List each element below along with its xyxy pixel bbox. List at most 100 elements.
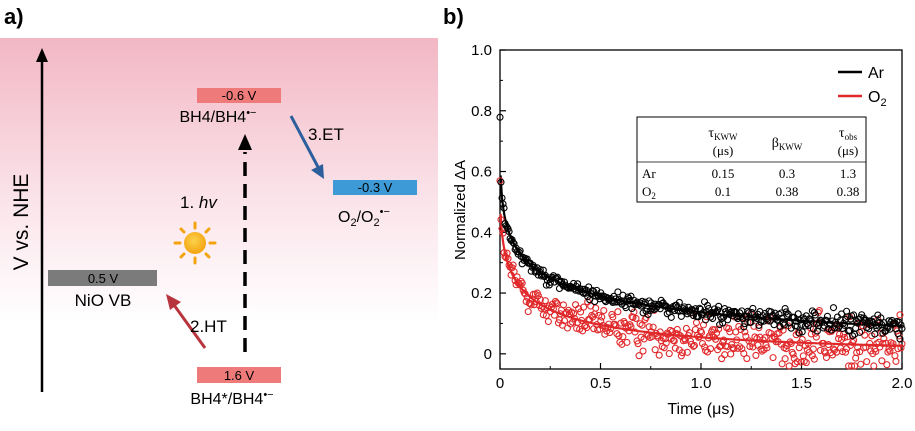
data-point-o2	[730, 345, 738, 353]
bh4-level-value: -0.6 V	[222, 88, 257, 103]
data-point-o2	[713, 329, 721, 337]
y-tick-label: 0.6	[471, 164, 492, 181]
data-point-o2	[718, 355, 726, 363]
data-point-ar	[809, 325, 817, 333]
data-point-o2	[632, 314, 640, 322]
data-point-o2	[677, 352, 685, 360]
data-point-ar	[781, 304, 789, 313]
data-point-o2	[583, 324, 591, 332]
nio-level-value: 0.5 V	[88, 271, 119, 286]
sun-icon	[173, 221, 217, 265]
electron-transfer-arrow	[289, 115, 320, 168]
data-point-o2	[692, 319, 701, 327]
data-point-o2	[689, 342, 697, 350]
data-point-o2	[541, 297, 549, 305]
data-point-ar	[499, 200, 507, 208]
table-header-tau-obs: τobs	[839, 126, 858, 142]
data-point-ar	[854, 319, 862, 327]
data-point-o2	[497, 216, 505, 224]
data-point-ar	[505, 228, 513, 236]
data-point-o2	[743, 355, 751, 363]
data-point-o2	[769, 354, 777, 362]
data-point-ar	[589, 287, 597, 295]
data-point-o2	[682, 324, 690, 333]
data-point-o2	[752, 351, 760, 359]
o2-level-label: O2/O2•−	[338, 206, 390, 229]
data-point-o2	[729, 344, 737, 352]
data-point-o2	[824, 340, 833, 349]
data-point-o2	[504, 255, 512, 263]
data-point-o2	[741, 328, 749, 336]
data-point-o2	[883, 361, 891, 369]
data-point-ar	[662, 302, 670, 310]
electron-transfer-arrowhead	[311, 164, 324, 179]
data-point-ar	[757, 318, 765, 326]
data-point-o2	[879, 339, 887, 348]
data-point-o2	[751, 333, 759, 341]
x-tick-label: 1.5	[791, 375, 812, 392]
data-point-ar	[532, 267, 540, 275]
table-row-o2-label: O2	[642, 184, 656, 201]
data-point-o2	[687, 340, 695, 348]
panel-a-label: a)	[4, 4, 24, 29]
data-point-o2	[724, 343, 732, 351]
table-cell: 1.3	[840, 166, 856, 181]
y-tick-label: 0.8	[471, 103, 492, 120]
data-point-o2	[707, 345, 715, 353]
data-point-o2	[559, 301, 568, 309]
data-point-o2	[727, 350, 735, 358]
data-point-o2	[509, 261, 517, 269]
data-point-o2	[819, 339, 827, 347]
table-cell: 0.3	[779, 166, 795, 181]
x-tick-label: 1.0	[691, 375, 712, 392]
data-point-ar	[714, 306, 722, 314]
data-point-o2	[789, 350, 797, 358]
data-point-ar	[728, 308, 736, 316]
data-point-ar	[736, 309, 744, 317]
panel-b: b) 0 0.5 1.0 1.5 2.0 0 0.2 0.4 0.6 0.8 1.0 Time (μ…	[443, 4, 912, 418]
data-point-ar	[645, 297, 653, 305]
hole-transfer-arrow	[172, 304, 207, 349]
data-point-ar	[644, 310, 652, 318]
data-point-o2	[496, 177, 504, 185]
data-point-ar	[871, 330, 879, 338]
data-point-o2	[568, 318, 577, 326]
data-point-o2	[748, 339, 756, 347]
data-point-ar	[793, 322, 801, 330]
table-frame	[636, 116, 867, 203]
nio-level-bar	[48, 270, 157, 286]
bh4-star-level-value: 1.6 V	[224, 368, 255, 383]
data-point-o2	[567, 308, 576, 316]
data-point-o2	[882, 339, 890, 347]
data-point-ar	[624, 293, 632, 301]
step-hv-label: 1. hv	[180, 193, 218, 212]
data-point-o2	[577, 308, 585, 316]
panel-a: a) V vs. NHE -0.6 V BH4/BH4•− -0.3 V O2/…	[0, 4, 438, 418]
data-point-o2	[580, 303, 588, 311]
data-point-ar	[782, 308, 790, 316]
data-point-o2	[894, 345, 902, 353]
y-tick-label: 0.4	[471, 224, 492, 241]
y-tick-label: 0	[484, 346, 492, 363]
data-point-o2	[574, 318, 582, 326]
x-axis-label: Time (μs)	[667, 401, 734, 418]
data-point-ar	[667, 313, 675, 321]
data-point-ar	[790, 313, 798, 321]
data-point-o2	[717, 342, 725, 350]
table-header-tau-kww: τKWW	[708, 126, 738, 142]
data-point-o2	[581, 322, 589, 330]
data-point-o2	[550, 311, 558, 319]
data-point-ar	[749, 304, 757, 312]
data-point-ar	[691, 305, 700, 313]
data-point-ar	[680, 303, 688, 311]
data-point-o2	[830, 346, 839, 354]
data-point-o2	[715, 325, 723, 333]
data-point-o2	[785, 362, 793, 370]
data-point-ar	[553, 273, 561, 281]
data-point-o2	[636, 320, 644, 328]
data-point-o2	[609, 313, 617, 321]
legend-o2-label: O2	[868, 89, 887, 109]
data-point-o2	[857, 360, 865, 368]
data-point-o2	[592, 304, 600, 312]
step-et-label: 3.ET	[308, 125, 344, 144]
